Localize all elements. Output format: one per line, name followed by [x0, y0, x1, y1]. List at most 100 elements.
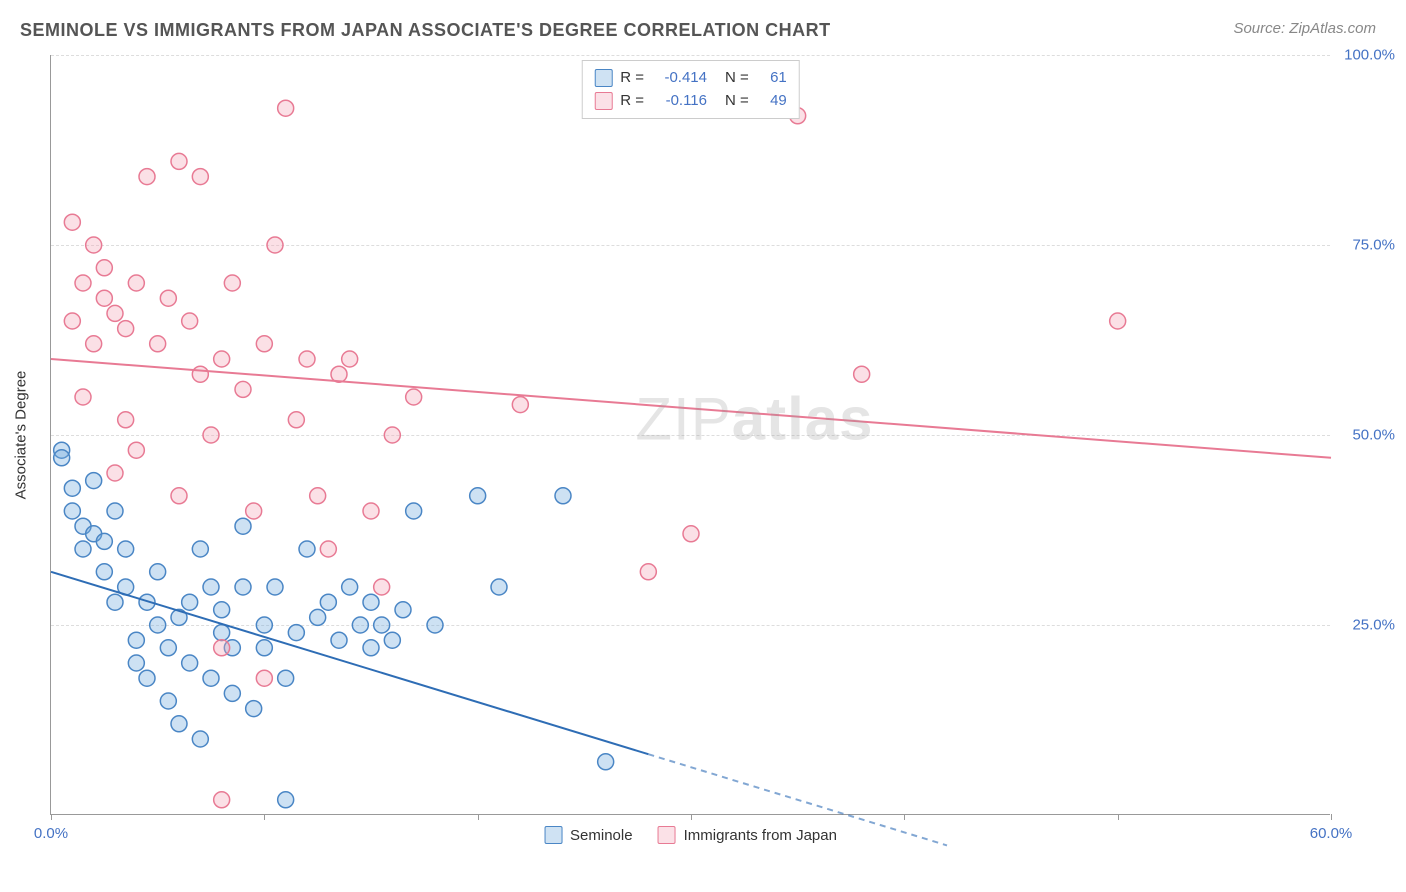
- series-legend-label: Seminole: [570, 827, 633, 844]
- legend-r-value: -0.414: [652, 67, 707, 90]
- data-point: [150, 617, 166, 633]
- data-point: [139, 169, 155, 185]
- legend-swatch: [544, 826, 562, 844]
- data-point: [160, 693, 176, 709]
- data-point: [128, 655, 144, 671]
- data-point: [235, 518, 251, 534]
- series-legend-item: Seminole: [544, 826, 633, 844]
- data-point: [54, 450, 70, 466]
- data-point: [86, 336, 102, 352]
- data-point: [118, 321, 134, 337]
- data-point: [182, 594, 198, 610]
- data-point: [224, 685, 240, 701]
- data-point: [384, 632, 400, 648]
- y-tick-label: 100.0%: [1335, 47, 1395, 64]
- series-legend-item: Immigrants from Japan: [658, 826, 837, 844]
- data-point: [363, 503, 379, 519]
- data-point: [512, 397, 528, 413]
- data-point: [160, 290, 176, 306]
- data-point: [246, 503, 262, 519]
- data-point: [395, 602, 411, 618]
- data-point: [374, 617, 390, 633]
- data-point: [235, 381, 251, 397]
- data-point: [854, 366, 870, 382]
- data-point: [256, 670, 272, 686]
- data-point: [96, 260, 112, 276]
- data-point: [299, 351, 315, 367]
- legend-r-value: -0.116: [652, 90, 707, 113]
- data-point: [278, 670, 294, 686]
- data-point: [107, 594, 123, 610]
- series-legend-label: Immigrants from Japan: [684, 827, 837, 844]
- data-point: [75, 541, 91, 557]
- data-point: [203, 670, 219, 686]
- data-point: [107, 305, 123, 321]
- data-point: [320, 594, 336, 610]
- legend-swatch: [594, 92, 612, 110]
- data-point: [182, 313, 198, 329]
- legend-n-label: N =: [725, 90, 749, 113]
- scatter-chart: Associate's Degree 25.0%50.0%75.0%100.0%…: [50, 55, 1330, 815]
- data-point: [331, 632, 347, 648]
- data-point: [384, 427, 400, 443]
- data-point: [75, 275, 91, 291]
- x-tick: [51, 814, 52, 820]
- data-point: [150, 336, 166, 352]
- data-point: [246, 701, 262, 717]
- data-point: [128, 632, 144, 648]
- data-point: [192, 541, 208, 557]
- legend-n-value: 49: [757, 90, 787, 113]
- data-point: [363, 594, 379, 610]
- data-point: [342, 579, 358, 595]
- data-point: [171, 488, 187, 504]
- legend-row: R = -0.116 N = 49: [594, 90, 787, 113]
- data-point: [118, 541, 134, 557]
- data-point: [235, 579, 251, 595]
- data-point: [427, 617, 443, 633]
- data-point: [86, 473, 102, 489]
- data-point: [342, 351, 358, 367]
- data-point: [256, 640, 272, 656]
- x-tick-label: 60.0%: [1310, 825, 1353, 842]
- data-point: [192, 731, 208, 747]
- x-tick: [1331, 814, 1332, 820]
- data-point: [160, 640, 176, 656]
- legend-swatch: [594, 69, 612, 87]
- x-tick: [691, 814, 692, 820]
- y-tick-label: 75.0%: [1335, 237, 1395, 254]
- data-point: [171, 716, 187, 732]
- chart-header: SEMINOLE VS IMMIGRANTS FROM JAPAN ASSOCI…: [0, 0, 1406, 51]
- data-point: [224, 275, 240, 291]
- data-point: [118, 412, 134, 428]
- trend-line: [51, 359, 1331, 458]
- data-point: [214, 640, 230, 656]
- data-point: [64, 313, 80, 329]
- data-point: [491, 579, 507, 595]
- legend-r-label: R =: [620, 90, 644, 113]
- legend-r-label: R =: [620, 67, 644, 90]
- data-point: [320, 541, 336, 557]
- data-point: [267, 237, 283, 253]
- plot-svg: [51, 55, 1330, 814]
- data-point: [150, 564, 166, 580]
- data-point: [214, 602, 230, 618]
- y-tick-label: 25.0%: [1335, 617, 1395, 634]
- data-point: [288, 412, 304, 428]
- series-legend: Seminole Immigrants from Japan: [544, 826, 837, 844]
- data-point: [288, 625, 304, 641]
- data-point: [75, 389, 91, 405]
- correlation-legend: R =-0.414N =61R =-0.116N =49: [581, 60, 800, 119]
- data-point: [406, 389, 422, 405]
- data-point: [267, 579, 283, 595]
- data-point: [64, 214, 80, 230]
- data-point: [96, 290, 112, 306]
- data-point: [107, 465, 123, 481]
- y-tick-label: 50.0%: [1335, 427, 1395, 444]
- data-point: [310, 488, 326, 504]
- y-axis-label: Associate's Degree: [13, 370, 30, 499]
- data-point: [278, 792, 294, 808]
- data-point: [192, 366, 208, 382]
- data-point: [555, 488, 571, 504]
- data-point: [278, 100, 294, 116]
- data-point: [128, 442, 144, 458]
